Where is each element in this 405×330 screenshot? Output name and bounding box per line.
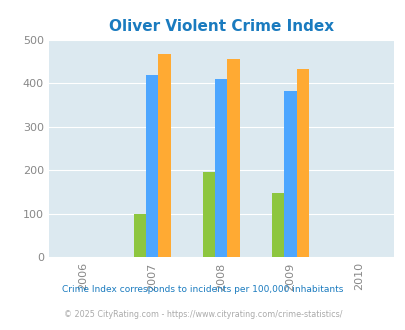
Bar — [133, 214, 146, 257]
Bar — [271, 193, 283, 257]
Title: Oliver Violent Crime Index: Oliver Violent Crime Index — [109, 19, 333, 34]
Bar — [146, 75, 158, 257]
Bar — [158, 54, 171, 257]
Bar — [284, 91, 296, 257]
Bar — [215, 79, 227, 257]
Text: © 2025 CityRating.com - https://www.cityrating.com/crime-statistics/: © 2025 CityRating.com - https://www.city… — [64, 310, 341, 319]
Text: Crime Index corresponds to incidents per 100,000 inhabitants: Crime Index corresponds to incidents per… — [62, 285, 343, 294]
Bar — [227, 59, 239, 257]
Bar — [296, 69, 308, 257]
Bar — [202, 172, 215, 257]
